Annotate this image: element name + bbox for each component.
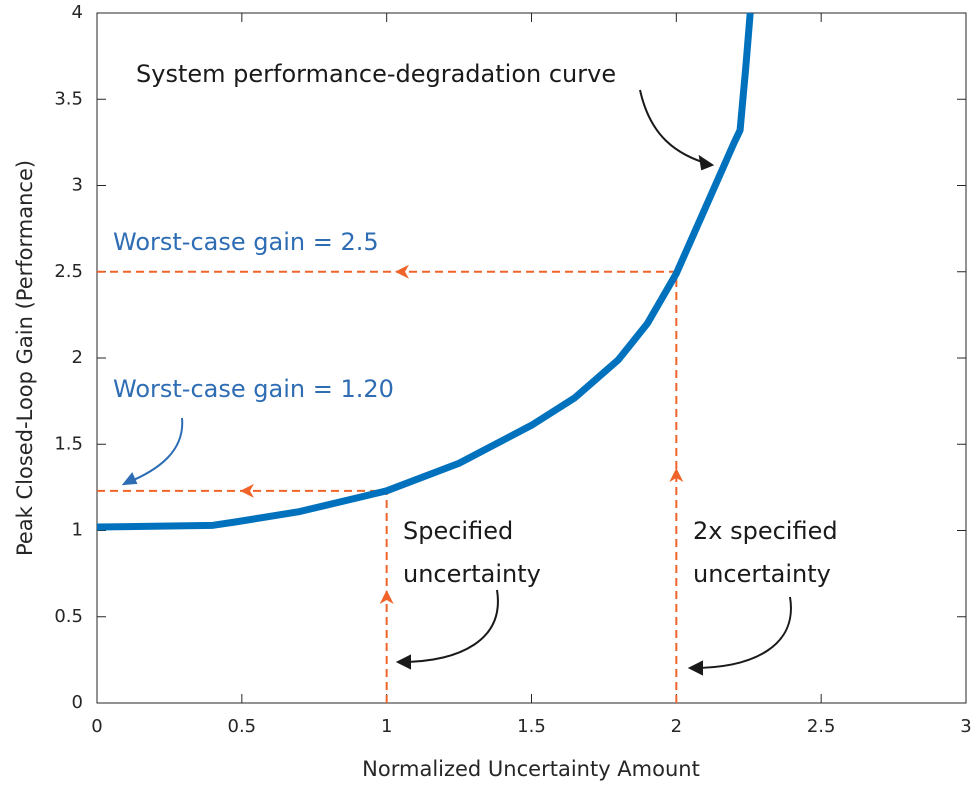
arrow (399, 589, 499, 663)
x-tick-label: 1.5 (517, 716, 546, 737)
x-tick-label: 1 (381, 716, 392, 737)
arrow-head (698, 154, 715, 171)
x-tick-label: 2 (671, 716, 682, 737)
performance-curve (96, 12, 754, 531)
y-tick-label: 2 (72, 347, 83, 368)
arrow-head (669, 468, 684, 482)
annotation-arrows (121, 89, 792, 676)
y-tick-label: 1 (72, 520, 83, 541)
arrow-head (379, 590, 394, 604)
y-tick-label: 3.5 (54, 88, 83, 109)
annotation: Specified (403, 517, 513, 545)
arrow (639, 89, 713, 166)
arrow-head (240, 483, 254, 498)
y-tick-label: 2.5 (54, 261, 83, 282)
y-tick-label: 1.5 (54, 433, 83, 454)
annotation: uncertainty (403, 560, 541, 588)
y-tick-label: 3 (72, 175, 83, 196)
annotation: 2x specified (693, 517, 838, 545)
x-tick-label: 0.5 (228, 716, 257, 737)
arrow-head (687, 660, 703, 676)
annotation: uncertainty (693, 560, 831, 588)
y-tick-label: 4 (72, 2, 83, 23)
x-axis-label: Normalized Uncertainty Amount (362, 757, 700, 781)
arrow-head (395, 654, 411, 670)
y-axis-label: Peak Closed-Loop Gain (Performance) (13, 160, 37, 556)
y-tick-label: 0 (72, 692, 83, 713)
x-tick-label: 2.5 (807, 716, 836, 737)
arrow-head (121, 472, 138, 486)
x-tick-label: 0 (91, 716, 102, 737)
arrow (691, 596, 792, 669)
y-tick-label: 0.5 (54, 606, 83, 627)
annotation: Worst-case gain = 2.5 (113, 228, 379, 256)
plot-frame (96, 12, 967, 704)
annotation: System performance-degradation curve (136, 60, 616, 88)
annotation: Worst-case gain = 1.20 (113, 375, 394, 403)
arrow-head (395, 264, 409, 279)
x-tick-label: 3 (960, 716, 971, 737)
